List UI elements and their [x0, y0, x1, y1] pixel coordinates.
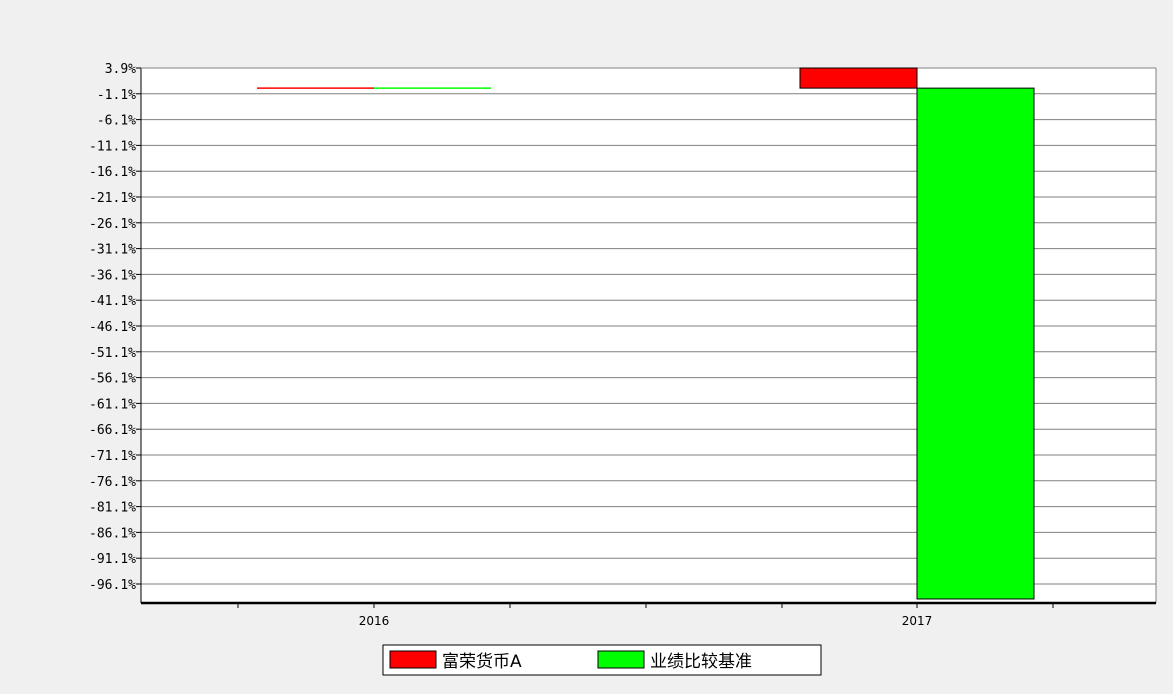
legend-swatch [389, 650, 437, 669]
y-tick-label: -86.1% [89, 526, 136, 541]
y-tick-label: -51.1% [89, 346, 136, 361]
y-tick-label: -66.1% [89, 423, 136, 438]
x-tick-label: 2017 [902, 614, 933, 628]
x-tick-label: 2016 [359, 614, 390, 628]
y-tick-label: -6.1% [97, 114, 136, 129]
y-tick-label: -56.1% [89, 372, 136, 387]
y-tick-label: -11.1% [89, 139, 136, 154]
y-tick-label: 3.9% [105, 62, 136, 77]
y-tick-label: -76.1% [89, 475, 136, 490]
y-tick-label: -61.1% [89, 397, 136, 412]
y-tick-label: -36.1% [89, 268, 136, 283]
y-tick-label: -41.1% [89, 294, 136, 309]
bar [799, 67, 918, 89]
legend-label: 富荣货币A [442, 652, 522, 672]
y-tick-label: -26.1% [89, 217, 136, 232]
y-tick-label: -96.1% [89, 578, 136, 593]
y-tick-label: -81.1% [89, 501, 136, 516]
y-tick-label: -46.1% [89, 320, 136, 335]
y-tick-label: -91.1% [89, 552, 136, 567]
legend-label: 业绩比较基准 [650, 652, 752, 672]
y-tick-label: -1.1% [97, 88, 136, 103]
y-tick-label: -31.1% [89, 243, 136, 258]
y-tick-label: -21.1% [89, 191, 136, 206]
legend-swatch [597, 650, 645, 669]
y-tick-label: -71.1% [89, 449, 136, 464]
y-tick-label: -16.1% [89, 165, 136, 180]
bar [916, 87, 1035, 600]
